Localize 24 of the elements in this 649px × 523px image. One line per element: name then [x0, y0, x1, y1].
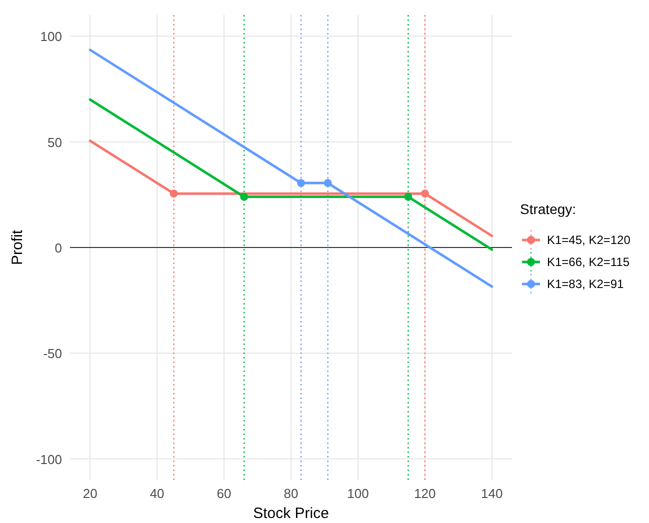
point: [420, 190, 429, 198]
point: [404, 192, 412, 201]
y-tick-label: -100: [36, 452, 62, 467]
legend-label: K1=83, K2=91: [547, 277, 624, 291]
y-tick-label: -50: [43, 346, 62, 362]
x-tick-label: 120: [414, 486, 436, 501]
legend-label: K1=66, K2=115: [547, 255, 630, 269]
legend-label: K1=45, K2=120: [547, 233, 631, 247]
x-tick-label: 140: [481, 486, 503, 501]
point: [240, 192, 248, 201]
x-tick-label: 60: [216, 486, 232, 501]
point: [297, 179, 306, 188]
x-tick-label: 40: [150, 486, 164, 501]
x-tick-label: 80: [284, 486, 298, 501]
y-axis-title: Profit: [9, 229, 26, 266]
x-tick-label: 20: [82, 486, 98, 501]
y-tick-label: 50: [48, 134, 62, 150]
y-tick-label: 100: [40, 29, 62, 44]
x-tick-label: 100: [347, 486, 369, 501]
y-tick-label: 0: [54, 240, 62, 256]
x-axis-title: Stock Price: [253, 505, 329, 522]
point: [324, 179, 332, 188]
point: [170, 190, 178, 198]
legend-title: Strategy:: [520, 201, 576, 217]
